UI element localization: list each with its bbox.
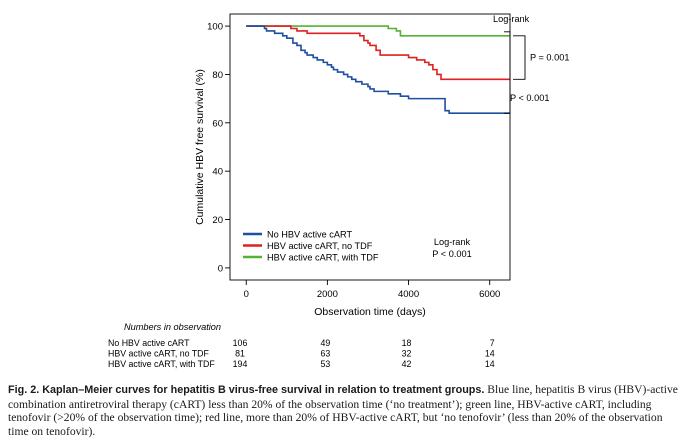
series-line-1 — [246, 25, 510, 114]
p-value-bottom: P < 0.001 — [510, 93, 549, 103]
y-tick-label: 20 — [212, 215, 223, 226]
x-tick-label: 0 — [244, 289, 249, 300]
y-tick-label: 60 — [212, 118, 223, 129]
table-cell: 49 — [320, 338, 330, 348]
numbers-table: Numbers in observation No HBV active cART… — [108, 322, 495, 369]
table-cell: 106 — [233, 338, 248, 348]
series-line-2 — [246, 25, 510, 81]
table-cell: 14 — [485, 349, 495, 359]
logrank-header: Log-rank — [493, 14, 530, 24]
caption-text: Blue line, hepatitis B virus (HBV)-activ… — [8, 383, 678, 438]
table-row-label: No HBV active cART — [108, 338, 190, 348]
y-tick-label: 80 — [212, 70, 223, 81]
table-cell: 42 — [402, 359, 412, 369]
numbers-table-title: Numbers in observation — [124, 322, 221, 332]
figure-caption: Fig. 2. Kaplan–Meier curves for hepatiti… — [8, 383, 678, 438]
chart-annotations: Log-rank P = 0.001 P < 0.001 — [493, 14, 569, 114]
y-tick-label: 100 — [207, 22, 223, 33]
x-tick-label: 2000 — [317, 289, 338, 300]
y-tick-label: 0 — [218, 263, 223, 274]
table-cell: 53 — [320, 359, 330, 369]
legend-label: HBV active cART, no TDF — [267, 241, 373, 251]
chart-axes: 0 20 40 60 80 100 0 2000 4000 6000 Observation tim… — [194, 13, 511, 318]
p-value-top: P = 0.001 — [530, 53, 569, 63]
x-tick-label: 6000 — [479, 289, 500, 300]
y-tick-label: 40 — [212, 167, 223, 178]
table-row-label: HBV active cART, with TDF — [108, 359, 215, 369]
caption-title: Fig. 2. Kaplan–Meier curves for hepatiti… — [8, 384, 485, 396]
x-tick-label: 4000 — [398, 289, 419, 300]
bracket-top — [513, 35, 526, 80]
table-cell: 194 — [233, 359, 248, 369]
table-row-label: HBV active cART, no TDF — [108, 349, 209, 359]
series-line-3 — [246, 25, 510, 37]
table-cell: 81 — [235, 349, 245, 359]
plot-frame — [229, 13, 511, 281]
legend-label: HBV active cART, with TDF — [267, 253, 379, 263]
legend-p-value: P < 0.001 — [432, 249, 471, 259]
y-axis-label: Cumulative HBV free survival (%) — [194, 69, 206, 225]
x-axis-label: Observation time (days) — [314, 306, 425, 318]
table-cell: 63 — [320, 349, 330, 359]
table-cell: 7 — [490, 338, 495, 348]
km-chart: 0 20 40 60 80 100 0 2000 4000 6000 Observation tim… — [108, 13, 569, 369]
legend-label: No HBV active cART — [267, 230, 352, 240]
table-cell: 18 — [402, 338, 412, 348]
table-cell: 14 — [485, 359, 495, 369]
bracket-bottom — [504, 31, 511, 114]
table-cell: 32 — [402, 349, 412, 359]
legend-logrank: Log-rank — [434, 237, 471, 247]
series-layer — [246, 25, 510, 114]
